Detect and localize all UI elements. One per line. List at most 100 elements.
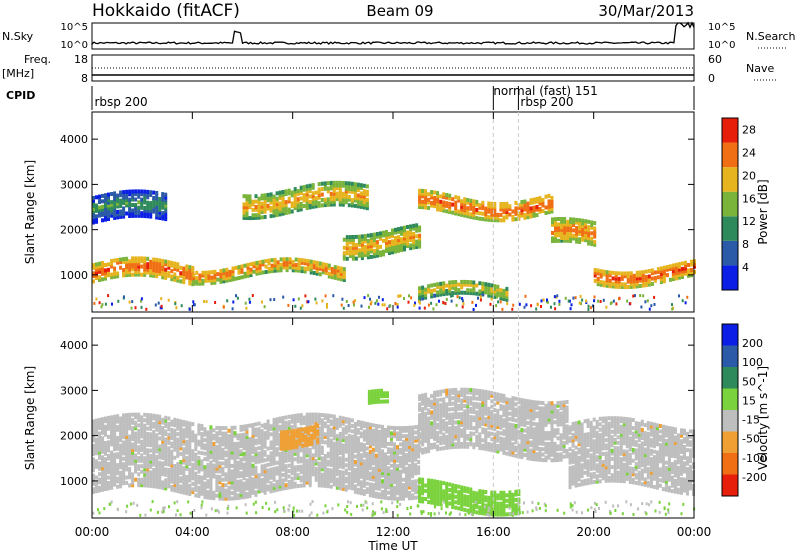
heatmap-cell [490,201,494,206]
heatmap-cell [332,414,336,419]
heatmap-cell [399,294,402,298]
heatmap-cell [119,198,123,203]
heatmap-cell [101,444,104,449]
heatmap-cell [478,281,482,286]
heatmap-cell [356,419,360,424]
heatmap-cell [653,278,657,283]
heatmap-cell [557,230,560,235]
cpid-annotation-rbsp: rbsp 200 [95,95,148,109]
heatmap-cell [439,397,443,402]
heatmap-cell [359,183,363,188]
heatmap-cell [481,389,485,394]
heatmap-cell [339,269,343,274]
heatmap-cell [424,197,428,202]
heatmap-cell [596,268,600,273]
heatmap-cell [251,423,255,427]
heatmap-cell [463,387,467,392]
heatmap-cell [538,198,542,203]
heatmap-cell [414,301,416,305]
heatmap-cell [284,464,288,469]
heatmap-cell [173,275,177,280]
heatmap-cell [140,445,144,450]
heatmap-cell [461,299,464,303]
heatmap-cell [143,192,147,197]
heatmap-cell [635,281,639,286]
heatmap-cell [369,244,373,248]
heatmap-cell [566,219,570,224]
heatmap-cell [445,388,449,393]
heatmap-cell [149,268,153,272]
heatmap-cell [353,190,357,195]
heatmap-cell [257,213,261,217]
heatmap-cell [421,393,425,398]
heatmap-cell [505,297,509,302]
heatmap-cell [478,402,482,407]
heatmap-cell [454,208,458,213]
heatmap-cell [194,452,198,457]
heatmap-cell [385,249,388,253]
heatmap-cell [365,192,369,197]
heatmap-cell [113,428,117,433]
heatmap-cell [544,205,548,210]
heatmap-cell [92,430,95,435]
heatmap-cell [575,220,579,225]
heatmap-cell [192,278,196,283]
heatmap-cell [270,263,274,268]
heatmap-cell [569,307,572,311]
heatmap-cell [475,434,479,439]
heatmap-cell [421,291,425,295]
heatmap-cell [347,189,351,194]
heatmap-cell [563,238,567,243]
heatmap-cell [460,210,464,215]
heatmap-cell [418,413,422,418]
heatmap-cell [299,306,302,310]
heatmap-cell [560,238,564,243]
heatmap-cell [623,271,627,276]
heatmap-cell [242,202,246,207]
heatmap-cell [505,207,509,212]
heatmap-cell [487,285,491,290]
heatmap-cell [411,479,415,484]
heatmap-cell [122,440,126,445]
heatmap-cell [351,240,355,245]
heatmap-cell [260,464,264,469]
heatmap-cell [448,193,452,198]
heatmap-cell [273,263,277,268]
heatmap-cell [279,265,283,270]
heatmap-cell [92,263,95,268]
heatmap-cell [451,294,454,298]
heatmap-cell [484,287,488,292]
heatmap-cell [279,268,283,273]
heatmap-cell [644,269,648,274]
heatmap-cell [554,217,557,222]
heatmap-cell [285,265,289,270]
heatmap-cell [544,194,548,199]
heatmap-cell [532,197,536,202]
heatmap-cell [293,198,297,202]
heatmap-cell [170,449,174,454]
heatmap-cell [463,404,467,408]
heatmap-cell [107,462,110,466]
heatmap-cell [158,414,162,419]
heatmap-cell [176,265,180,269]
heatmap-cell [101,266,104,271]
heatmap-cell [146,418,150,423]
heatmap-cell [375,242,379,247]
heatmap-cell [276,263,280,267]
heatmap-cell [203,427,207,432]
heatmap-cell [149,206,153,211]
heatmap-cell [484,427,488,432]
heatmap-cell [222,271,226,276]
heatmap-cell [170,419,174,424]
heatmap-cell [538,196,542,201]
heatmap-cell [496,292,500,297]
heatmap-cell [224,488,228,493]
heatmap-cell [520,200,524,204]
heatmap-cell [101,263,104,268]
heatmap-cell [146,480,150,485]
heatmap-cell [95,464,98,469]
heatmap-cell [140,464,144,469]
heatmap-cell [161,259,165,263]
heatmap-cell [674,262,678,267]
heatmap-cell [149,464,153,469]
